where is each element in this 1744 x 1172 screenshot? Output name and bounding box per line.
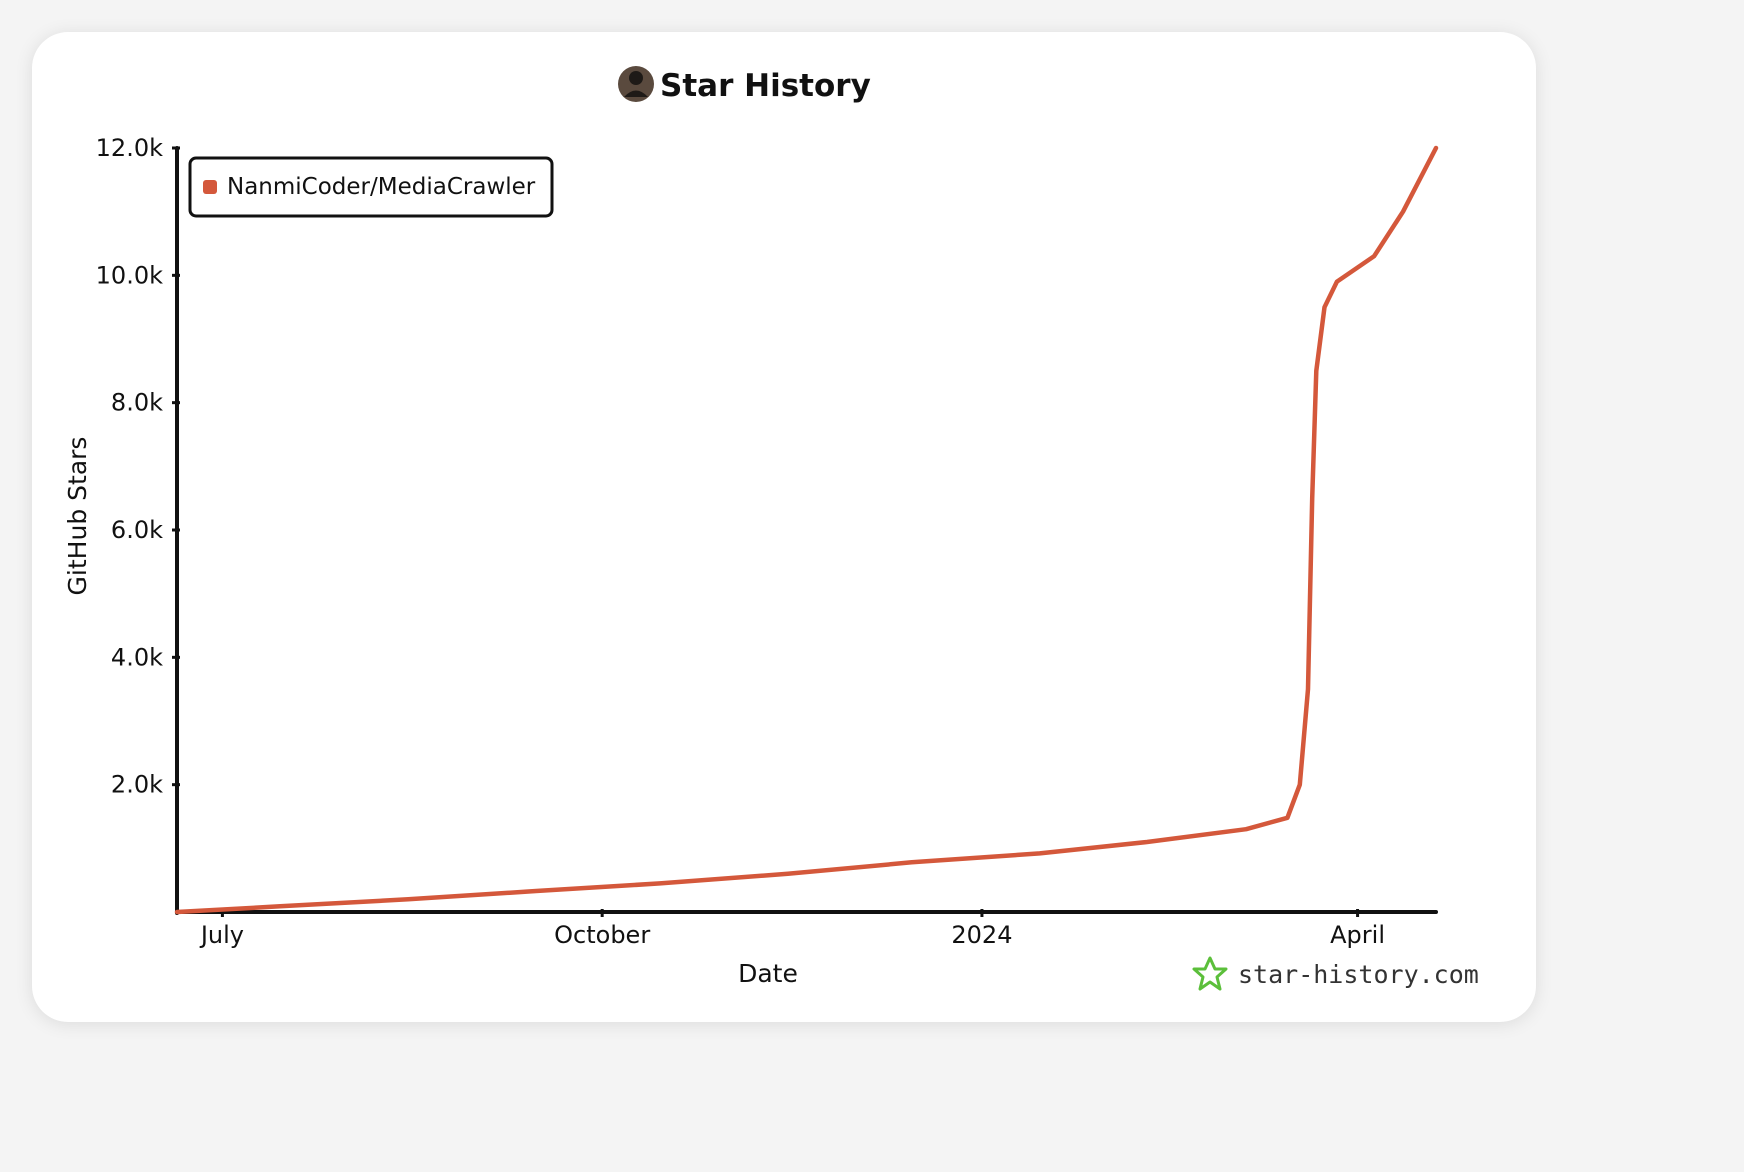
series-point [1401, 209, 1406, 214]
legend-label: NanmiCoder/MediaCrawler [227, 174, 536, 200]
y-tick-label: 2.0k [111, 771, 163, 799]
x-tick-label: 2024 [951, 921, 1012, 949]
star-history-chart: Star History 2.0k4.0k6.0k8.0k10.0k12.0k … [63, 66, 1479, 991]
legend-box [188, 156, 554, 218]
x-tick-label: October [554, 921, 650, 949]
y-tick-label: 12.0k [96, 134, 163, 162]
x-axis-label: Date [738, 959, 798, 988]
series-point [1334, 279, 1339, 284]
series-point [785, 871, 790, 876]
series-point [1322, 305, 1327, 310]
x-tick-label: July [199, 921, 244, 949]
legend[interactable]: NanmiCoder/MediaCrawler [188, 156, 554, 218]
y-tick-label: 6.0k [111, 516, 163, 544]
series-point [1285, 815, 1290, 820]
series-point [1145, 840, 1150, 845]
series-point [1310, 496, 1315, 501]
avatar-icon [618, 66, 654, 102]
series-point [1434, 146, 1439, 151]
series-point [1244, 827, 1249, 832]
series-points [175, 146, 1439, 915]
y-tick-label: 4.0k [111, 643, 163, 671]
chart-header: Star History [618, 66, 871, 104]
series-point [278, 904, 283, 909]
series-point [1372, 254, 1377, 259]
watermark-text: star-history.com [1238, 960, 1479, 989]
series-point [1306, 687, 1311, 692]
series-point [658, 881, 663, 886]
axes [175, 146, 1438, 915]
y-tick-label: 8.0k [111, 389, 163, 417]
star-logo-icon [1192, 956, 1228, 991]
chart-title: Star History [660, 68, 871, 104]
y-tick-label: 10.0k [96, 261, 163, 289]
series-point [909, 860, 914, 865]
series-point [534, 889, 539, 894]
series-point [1314, 368, 1319, 373]
y-axis-ticks: 2.0k 4.0k 6.0k 8.0k 10.0k 12.0k [96, 134, 180, 799]
watermark[interactable]: star-history.com [1192, 956, 1479, 991]
x-tick-label: April [1330, 921, 1385, 949]
series-point [175, 910, 180, 915]
series-point [1037, 851, 1042, 856]
series-line [174, 145, 1439, 915]
series-point [406, 897, 411, 902]
y-axis-label: GitHub Stars [63, 437, 92, 596]
legend-swatch [203, 180, 217, 194]
series-point [1297, 782, 1302, 787]
x-axis-ticks: July October 2024 April [199, 909, 1385, 949]
